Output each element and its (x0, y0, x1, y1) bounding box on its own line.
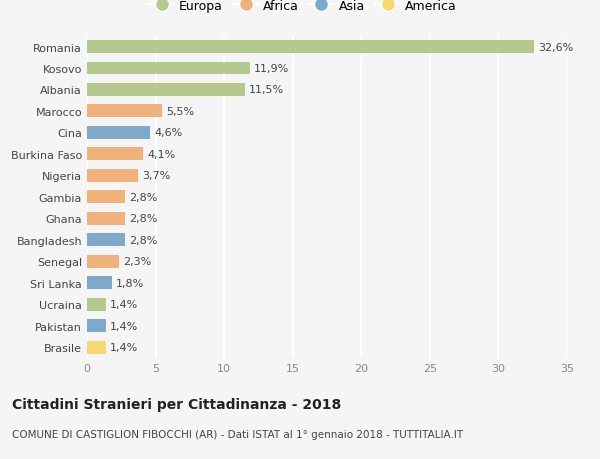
Text: 3,7%: 3,7% (142, 171, 170, 181)
Bar (87, 62, 250, 75)
Bar (87, 319, 106, 332)
Bar (87, 234, 125, 246)
Bar (87, 298, 106, 311)
Bar (87, 255, 119, 268)
Text: 4,1%: 4,1% (148, 150, 176, 160)
Text: 2,8%: 2,8% (130, 235, 158, 245)
Text: 2,8%: 2,8% (130, 214, 158, 224)
Text: 1,4%: 1,4% (110, 342, 139, 353)
Text: COMUNE DI CASTIGLION FIBOCCHI (AR) - Dati ISTAT al 1° gennaio 2018 - TUTTITALIA.: COMUNE DI CASTIGLION FIBOCCHI (AR) - Dat… (12, 429, 463, 439)
Text: 11,5%: 11,5% (249, 85, 284, 95)
Bar (87, 127, 150, 140)
Bar (87, 341, 106, 354)
Bar (87, 84, 245, 97)
Bar (87, 191, 125, 204)
Text: 1,4%: 1,4% (110, 299, 139, 309)
Text: 4,6%: 4,6% (154, 128, 182, 138)
Text: 1,4%: 1,4% (110, 321, 139, 331)
Bar (87, 41, 534, 54)
Bar (87, 105, 163, 118)
Bar (87, 213, 125, 225)
Bar (87, 148, 143, 161)
Bar (87, 169, 138, 182)
Text: 11,9%: 11,9% (254, 64, 290, 74)
Text: 1,8%: 1,8% (116, 278, 144, 288)
Text: Cittadini Stranieri per Cittadinanza - 2018: Cittadini Stranieri per Cittadinanza - 2… (12, 397, 341, 411)
Text: 32,6%: 32,6% (538, 42, 574, 52)
Text: 2,3%: 2,3% (122, 257, 151, 267)
Legend: Europa, Africa, Asia, America: Europa, Africa, Asia, America (144, 0, 462, 18)
Bar (87, 277, 112, 290)
Text: 5,5%: 5,5% (167, 106, 194, 117)
Text: 2,8%: 2,8% (130, 192, 158, 202)
